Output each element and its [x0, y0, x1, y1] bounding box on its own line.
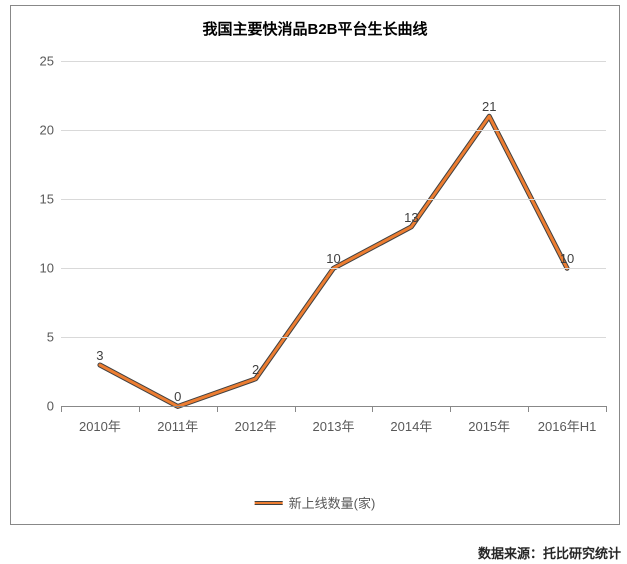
- x-tick: [606, 406, 607, 412]
- x-axis-label: 2014年: [390, 416, 432, 435]
- data-label: 3: [96, 348, 103, 363]
- x-axis-label: 2011年: [157, 416, 198, 435]
- y-axis-label: 0: [47, 399, 54, 414]
- source-label: 数据来源：托比研究统计: [478, 543, 621, 562]
- y-axis-label: 5: [47, 330, 54, 345]
- x-axis: [61, 406, 606, 407]
- x-axis-label: 2016年H1: [538, 416, 597, 435]
- x-axis-label: 2010年: [79, 416, 121, 435]
- y-axis-label: 15: [40, 192, 54, 207]
- x-tick: [450, 406, 451, 412]
- legend: 新上线数量(家): [255, 493, 376, 512]
- x-tick: [372, 406, 373, 412]
- x-tick: [61, 406, 62, 412]
- y-axis-label: 25: [40, 54, 54, 69]
- legend-swatch: [255, 501, 283, 505]
- chart-container: 我国主要快消品B2B平台生长曲线 05101520252010年2011年201…: [10, 5, 620, 525]
- x-tick: [528, 406, 529, 412]
- legend-label: 新上线数量(家): [289, 493, 376, 512]
- y-axis-label: 10: [40, 261, 54, 276]
- plot-area: 05101520252010年2011年2012年2013年2014年2015年…: [61, 61, 606, 441]
- data-label: 10: [560, 251, 574, 266]
- data-label: 13: [404, 210, 418, 225]
- gridline: [61, 268, 606, 269]
- chart-title: 我国主要快消品B2B平台生长曲线: [11, 6, 619, 47]
- gridline: [61, 337, 606, 338]
- x-axis-label: 2015年: [468, 416, 510, 435]
- x-axis-label: 2012年: [235, 416, 277, 435]
- data-label: 2: [252, 362, 259, 377]
- gridline: [61, 61, 606, 62]
- gridline: [61, 130, 606, 131]
- x-tick: [139, 406, 140, 412]
- x-tick: [295, 406, 296, 412]
- x-tick: [217, 406, 218, 412]
- data-label: 10: [326, 251, 340, 266]
- data-label: 21: [482, 99, 496, 114]
- y-axis-label: 20: [40, 123, 54, 138]
- data-label: 0: [174, 389, 181, 404]
- x-axis-label: 2013年: [313, 416, 355, 435]
- gridline: [61, 199, 606, 200]
